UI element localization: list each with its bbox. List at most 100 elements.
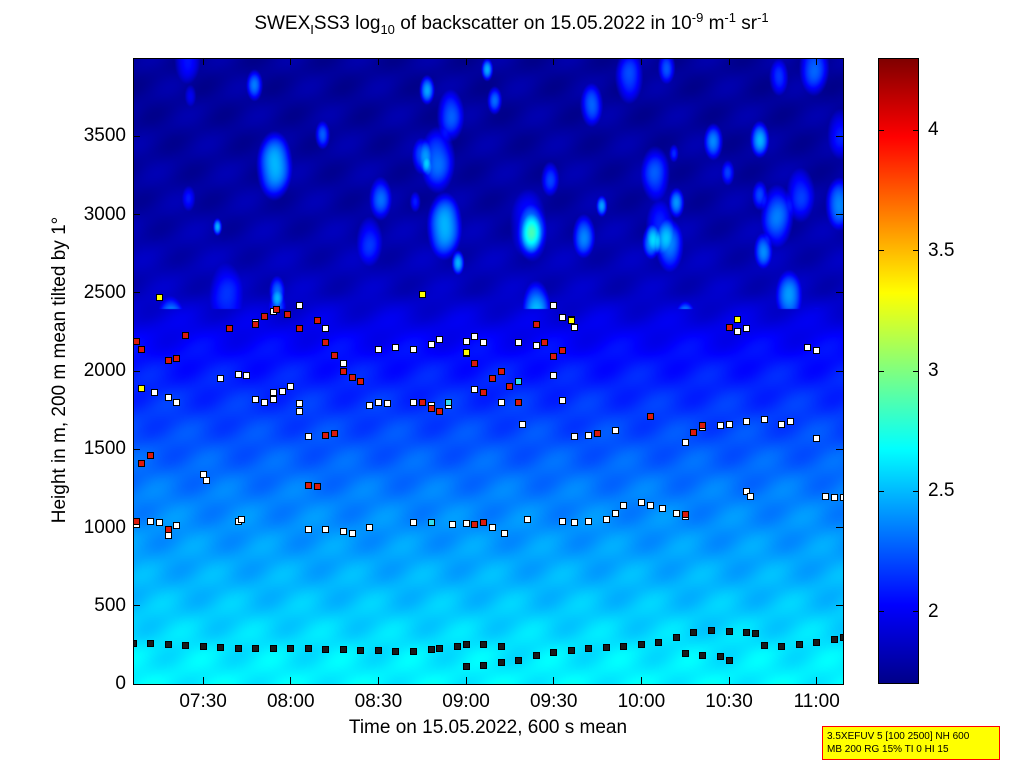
y-tick-mark (133, 527, 140, 528)
data-marker (746, 492, 754, 500)
data-marker (778, 642, 786, 650)
data-marker (296, 408, 304, 416)
data-marker (532, 320, 540, 328)
data-marker (571, 519, 579, 527)
data-marker (392, 344, 400, 352)
x-tick-mark (816, 58, 818, 65)
data-marker (480, 339, 488, 347)
data-marker (287, 383, 295, 391)
data-marker (217, 644, 225, 652)
data-marker (322, 325, 330, 333)
data-marker (199, 642, 207, 650)
data-marker (708, 627, 716, 635)
data-marker (409, 345, 417, 353)
data-marker (471, 386, 479, 394)
y-tick-mark (133, 214, 140, 215)
data-marker (203, 477, 211, 485)
data-marker (690, 628, 698, 636)
data-marker (646, 412, 654, 420)
data-marker (699, 422, 707, 430)
data-marker (427, 405, 435, 413)
x-tick-mark (640, 58, 642, 65)
y-tick-mark (836, 448, 843, 450)
data-marker (681, 439, 689, 447)
y-tick-label: 3000 (83, 203, 126, 225)
data-marker (559, 347, 566, 355)
colorbar-tick-mark (878, 129, 884, 131)
data-marker (497, 398, 505, 406)
data-marker (409, 398, 417, 406)
data-marker (462, 337, 470, 345)
data-marker (672, 509, 680, 517)
colorbar-tick-mark (913, 250, 919, 252)
colorbar-tick-mark (913, 370, 919, 372)
x-tick-label: 11:00 (793, 691, 840, 712)
data-marker (550, 372, 558, 380)
data-marker (541, 339, 549, 347)
data-marker (238, 516, 246, 524)
x-tick-label: 09:30 (529, 691, 578, 712)
data-marker (322, 645, 330, 653)
data-marker (839, 494, 843, 502)
y-tick-mark (133, 448, 140, 450)
data-marker (471, 520, 479, 528)
data-marker (550, 649, 558, 657)
y-axis-label: Height in m, 200 m mean tilted by 1° (49, 216, 70, 524)
data-marker (497, 642, 505, 650)
colorbar-tick-label: 3 (928, 360, 939, 381)
colorbar-tick-mark (878, 370, 884, 372)
x-tick-mark (640, 677, 642, 684)
data-marker (480, 519, 488, 527)
x-tick-mark (465, 58, 467, 65)
x-tick-mark (290, 58, 292, 65)
y-tick-label: 2500 (83, 281, 126, 303)
x-tick-mark (728, 58, 730, 65)
data-marker (252, 320, 260, 328)
data-marker (830, 635, 838, 643)
data-marker (471, 333, 479, 341)
data-marker (518, 420, 526, 428)
data-marker (150, 389, 158, 397)
data-marker (672, 633, 680, 641)
data-marker (813, 639, 821, 647)
data-marker (646, 502, 654, 510)
data-marker (716, 422, 724, 430)
data-marker (296, 301, 304, 309)
data-marker (164, 531, 172, 539)
data-marker (839, 633, 843, 641)
x-tick-label: 10:00 (617, 691, 666, 712)
data-marker (436, 645, 444, 653)
data-marker (269, 395, 277, 403)
y-tick-label: 500 (94, 594, 126, 616)
data-marker (133, 517, 140, 525)
data-marker (620, 642, 628, 650)
info-line-2: MB 200 RG 15% TI 0 HI 15 (827, 744, 949, 755)
data-marker (252, 395, 260, 403)
data-marker (273, 306, 281, 314)
data-marker (427, 646, 435, 654)
data-marker (339, 527, 347, 535)
data-marker (260, 398, 268, 406)
data-marker (418, 398, 426, 406)
x-tick-mark (202, 677, 204, 684)
data-marker (532, 652, 540, 660)
data-marker (813, 347, 821, 355)
data-marker (743, 325, 751, 333)
data-marker (339, 646, 347, 654)
data-marker (471, 359, 479, 367)
data-marker (480, 641, 488, 649)
x-tick-mark (465, 677, 467, 684)
data-marker (550, 301, 558, 309)
data-marker (690, 428, 698, 436)
x-tick-mark (377, 58, 379, 65)
data-marker (571, 433, 579, 441)
y-tick-mark (133, 135, 140, 137)
data-marker (559, 517, 566, 525)
data-marker (716, 653, 724, 661)
data-marker (532, 342, 540, 350)
data-marker (304, 645, 312, 653)
data-marker (611, 509, 619, 517)
data-marker (436, 408, 444, 416)
data-marker (462, 520, 470, 528)
y-tick-mark (836, 135, 843, 137)
